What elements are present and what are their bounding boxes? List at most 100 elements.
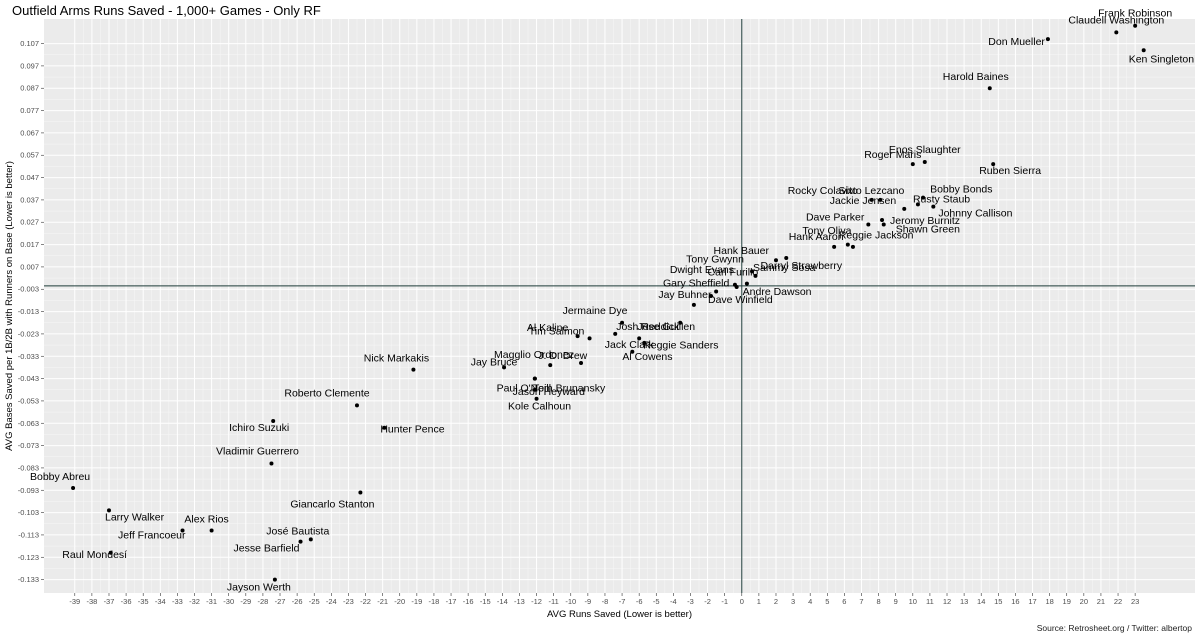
- x-tick-label: 9: [894, 597, 898, 606]
- data-point-label: Kole Calhoun: [508, 401, 571, 413]
- data-point: [714, 289, 719, 294]
- x-tick-label: -24: [326, 597, 337, 606]
- data-point-label: Rocky Colavito: [788, 185, 858, 197]
- y-tick-label: -0.073: [18, 441, 39, 450]
- data-point: [915, 202, 920, 207]
- x-tick-label: 0: [740, 597, 744, 606]
- x-tick-label: 16: [1011, 597, 1019, 606]
- y-tick-label: -0.053: [18, 396, 39, 405]
- data-point: [298, 539, 303, 544]
- x-tick-label: -21: [377, 597, 388, 606]
- data-point-label: Tony Gwynn: [686, 253, 744, 265]
- data-point: [678, 320, 683, 325]
- x-tick-label: 15: [994, 597, 1002, 606]
- data-point-label: Andre Dawson: [743, 286, 812, 298]
- y-tick-label: -0.103: [18, 508, 39, 517]
- x-tick-label: -26: [292, 597, 303, 606]
- y-tick-label: -0.113: [18, 530, 39, 539]
- data-point: [850, 244, 855, 249]
- data-point: [613, 331, 618, 336]
- data-point: [532, 387, 537, 392]
- x-tick-label: -2: [704, 597, 711, 606]
- data-point-label: Dwight Evans: [670, 264, 734, 276]
- data-point-label: Jay Buhner: [658, 289, 712, 301]
- x-tick-label: -12: [531, 597, 542, 606]
- data-point: [866, 222, 871, 227]
- x-tick-label: -28: [257, 597, 268, 606]
- y-tick-label: 0.077: [20, 106, 39, 115]
- data-point: [881, 222, 886, 227]
- data-point-label: Al Cowens: [622, 351, 672, 363]
- data-point-label: Johnny Callison: [938, 208, 1012, 220]
- y-tick-label: -0.083: [18, 463, 39, 472]
- data-point: [587, 336, 592, 341]
- x-tick-label: 8: [877, 597, 881, 606]
- data-point: [902, 206, 907, 211]
- data-point-label: Jackie Jensen: [830, 195, 897, 207]
- data-point: [71, 486, 76, 491]
- x-tick-label: -32: [189, 597, 200, 606]
- data-point-label: Jeff Francoeur: [118, 529, 186, 541]
- y-tick-label: -0.003: [18, 285, 39, 294]
- data-point-label: Josh Reddick: [616, 321, 680, 333]
- data-point: [269, 461, 274, 466]
- x-tick-label: 23: [1131, 597, 1139, 606]
- x-tick-label: -39: [69, 597, 80, 606]
- x-tick-label: -16: [463, 597, 474, 606]
- data-point-label: José Bautista: [266, 525, 329, 537]
- data-point-label: Tom Brunansky: [533, 383, 606, 395]
- data-point-label: Jose Guillen: [637, 321, 695, 333]
- data-point-label: Alex Rios: [184, 513, 228, 525]
- data-point: [734, 285, 739, 290]
- chart-title: Outfield Arms Runs Saved - 1,000+ Games …: [12, 3, 321, 18]
- x-tick-label: 6: [842, 597, 846, 606]
- data-point: [910, 162, 915, 167]
- data-point-label: Carl Furillo: [708, 267, 759, 279]
- x-tick-label: -4: [670, 597, 677, 606]
- x-tick-label: -11: [549, 597, 559, 606]
- x-tick-label: -5: [653, 597, 660, 606]
- data-point: [575, 334, 580, 339]
- data-point: [108, 550, 113, 555]
- x-tick-label: -38: [86, 597, 97, 606]
- data-point: [921, 195, 926, 200]
- data-point-label: Dave Winfield: [708, 294, 773, 306]
- data-point: [180, 528, 185, 533]
- x-tick-label: 17: [1028, 597, 1036, 606]
- data-point-label: Ken Singleton: [1129, 53, 1195, 65]
- data-point-label: Rusty Staub: [913, 193, 970, 205]
- x-tick-label: 4: [808, 597, 812, 606]
- data-point: [784, 255, 789, 260]
- y-tick-label: -0.123: [18, 553, 39, 562]
- x-tick-label: -35: [138, 597, 149, 606]
- y-tick-label: -0.133: [18, 575, 39, 584]
- plot-panel: [44, 19, 1195, 593]
- x-tick-label: -33: [172, 597, 183, 606]
- data-point-label: Claudell Washington: [1068, 14, 1164, 26]
- y-tick-label: 0.097: [20, 61, 39, 70]
- data-point-label: Don Mueller: [988, 36, 1045, 48]
- data-point: [411, 367, 416, 372]
- data-point: [987, 86, 992, 91]
- x-tick-label: 2: [774, 597, 778, 606]
- y-tick-label: 0.017: [20, 240, 39, 249]
- data-point: [534, 396, 539, 401]
- data-point: [548, 363, 553, 368]
- x-tick-label: 22: [1114, 597, 1122, 606]
- data-point: [832, 244, 837, 249]
- x-tick-label: -34: [155, 597, 166, 606]
- data-point: [922, 159, 927, 164]
- data-point-label: Jermaine Dye: [563, 305, 628, 317]
- data-point: [691, 302, 696, 307]
- y-tick-label: 0.047: [20, 173, 39, 182]
- x-tick-label: -30: [223, 597, 234, 606]
- data-point-label: Gary Sheffield: [663, 277, 730, 289]
- data-point: [382, 425, 387, 430]
- x-tick-label: -25: [309, 597, 320, 606]
- x-tick-label: 11: [926, 597, 934, 606]
- data-point: [753, 273, 758, 278]
- data-point-label: Jesse Barfield: [234, 543, 300, 555]
- y-tick-label: -0.033: [18, 352, 39, 361]
- data-point-label: Roberto Clemente: [284, 387, 369, 399]
